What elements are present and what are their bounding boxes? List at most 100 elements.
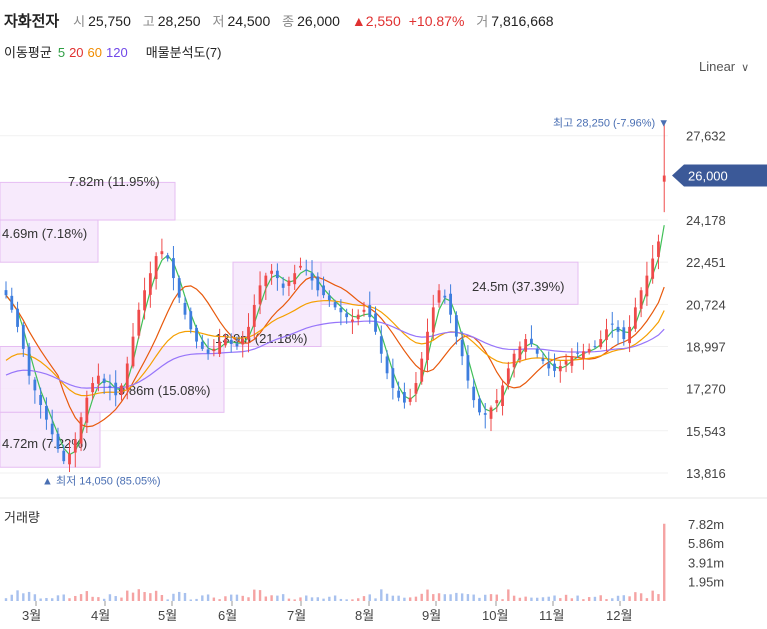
price-axis-tick: 15,543: [686, 424, 726, 439]
candle-body: [189, 311, 193, 330]
candle-body: [657, 241, 660, 257]
volume-bar: [559, 598, 562, 601]
volume-bar: [22, 593, 25, 601]
ma120-label[interactable]: 120: [106, 45, 128, 60]
candle-body: [229, 339, 233, 344]
candle-body: [345, 313, 349, 318]
volume-bar: [154, 590, 158, 601]
candle-body: [154, 256, 158, 279]
low-price: 24,500: [227, 13, 271, 29]
high-label: 고: [142, 14, 155, 29]
volume-bar: [385, 593, 389, 601]
candle-body: [639, 290, 643, 309]
volume-bar: [97, 597, 100, 601]
volume-profile-box: [320, 261, 579, 305]
volume-bar: [328, 596, 331, 601]
ma-label[interactable]: 이동평균: [4, 45, 52, 60]
volume-profile-box: [0, 345, 225, 413]
volume-profile-label: 9.86m (15.08%): [118, 383, 211, 398]
candle-body: [16, 308, 19, 327]
volume-bar: [218, 599, 221, 601]
volume-bar: [316, 597, 319, 601]
price-change: ▲2,550: [351, 13, 401, 29]
volume-bar: [518, 597, 522, 601]
volume-bar: [50, 598, 54, 601]
candle-body: [408, 397, 412, 402]
volume-bar: [397, 595, 400, 601]
ma20-label[interactable]: 20: [69, 45, 84, 60]
volume-bar: [79, 594, 83, 601]
volume-bar: [131, 592, 135, 601]
candle-body: [403, 392, 406, 403]
volume-bar: [195, 598, 198, 601]
volume-bar: [102, 598, 106, 601]
candle-body: [50, 423, 54, 435]
candle-body: [524, 339, 528, 352]
volume-bar: [657, 594, 660, 601]
volume-bar: [333, 595, 337, 601]
candle-body: [437, 290, 441, 303]
month-label: 6월: [218, 608, 237, 623]
volume-bar: [362, 596, 366, 601]
volume-bar: [455, 592, 458, 601]
candle-body: [622, 327, 626, 340]
volume-bar: [247, 597, 250, 601]
candle-body: [281, 283, 285, 288]
volume-profile-label: 4.69m (7.18%): [2, 226, 87, 241]
ma60-label[interactable]: 60: [87, 45, 103, 60]
candle-body: [85, 397, 89, 423]
price-axis-tick: 13,816: [686, 466, 726, 481]
volume-bar: [628, 596, 631, 601]
volume-bar: [258, 590, 262, 601]
month-label: 8월: [355, 608, 374, 623]
month-label: 3월: [22, 608, 41, 623]
month-label: 9월: [422, 608, 441, 623]
candle-body: [651, 258, 655, 279]
volume-bar: [501, 599, 504, 601]
close-price: 26,000: [297, 13, 340, 29]
candle-body: [489, 407, 493, 419]
open-label: 시: [73, 14, 86, 29]
candle-body: [530, 338, 533, 344]
volume-axis-tick: 3.91m: [688, 555, 724, 570]
candle-body: [27, 346, 31, 376]
candle-body: [610, 323, 614, 325]
candle-body: [172, 258, 175, 279]
candle-body: [443, 295, 447, 298]
candle-body: [310, 273, 314, 281]
candle-body: [362, 309, 366, 312]
volume-bar: [374, 598, 377, 601]
candle-body: [449, 293, 452, 315]
volume-bar: [62, 594, 65, 601]
volume-bar: [414, 596, 418, 601]
indicator-legend: 이동평균 5 20 60 120 매물분석도(7): [4, 42, 227, 61]
volume-bar: [582, 599, 585, 601]
volume-bar: [160, 595, 164, 601]
volume-bar: [478, 597, 481, 601]
volume-bar: [663, 523, 666, 601]
current-price-tag: [672, 164, 767, 187]
candle-body: [299, 265, 302, 268]
candle-body: [258, 285, 262, 305]
volume-bar: [622, 595, 626, 601]
candle-body: [62, 450, 66, 462]
scale-selector[interactable]: Linear ∨: [699, 59, 749, 74]
volume-bar: [599, 595, 602, 601]
volume-bar: [576, 595, 579, 601]
volume-profile-label: 4.72m (7.22%): [2, 436, 87, 451]
volume-bar: [345, 599, 348, 601]
ma5-label[interactable]: 5: [57, 45, 66, 60]
volume-bar: [143, 592, 146, 601]
candle-body: [587, 348, 591, 353]
candle-body: [506, 368, 510, 384]
candle-body: [356, 314, 360, 320]
volume-bar: [651, 590, 654, 601]
candle-body: [293, 273, 297, 285]
candle-body: [391, 368, 395, 388]
candle-body: [374, 313, 377, 332]
volume-profile-label[interactable]: 매물분석도(7): [145, 45, 222, 60]
volume-bar: [68, 598, 71, 601]
volume-bar: [587, 597, 591, 601]
price-axis-tick: 27,632: [686, 129, 726, 144]
